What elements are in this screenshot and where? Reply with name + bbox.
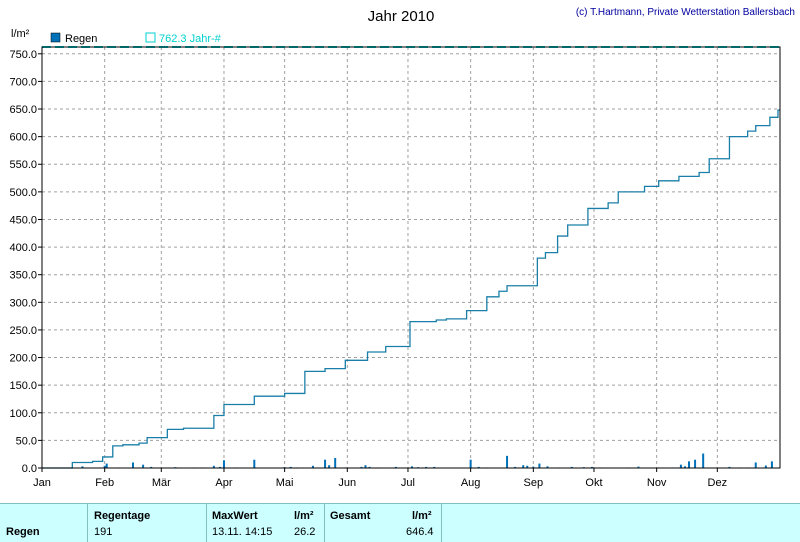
y-tick-label: 700.0 xyxy=(9,76,37,88)
gesamt-unit: l/m² xyxy=(412,510,432,522)
legend-jahr-swatch xyxy=(145,32,156,43)
y-tick-label: 500.0 xyxy=(9,187,37,199)
y-tick-label: 0.0 xyxy=(22,463,37,475)
plot-area xyxy=(41,46,781,469)
x-tick-labels: Jan Feb Mär Apr Mai Jun Jul Aug Sep Okt Nov Dez xyxy=(33,468,727,489)
y-tick-label: 50.0 xyxy=(16,435,37,447)
gesamt-label: Gesamt xyxy=(330,510,371,522)
x-tick-label: Apr xyxy=(215,477,232,489)
daily-rain-bar xyxy=(360,466,363,468)
daily-rain-bar xyxy=(764,465,767,468)
daily-rain-bar xyxy=(328,465,331,468)
x-tick-label: Mai xyxy=(276,477,294,489)
daily-rain-bar xyxy=(81,466,84,468)
y-tick-label: 550.0 xyxy=(9,159,37,171)
daily-rain-bar xyxy=(142,464,145,468)
daily-rain-bar xyxy=(425,466,428,468)
maxwert-date: 13.11. 14:15 xyxy=(212,526,273,538)
y-tick-labels: 0.0 50.0 100.0 150.0 200.0 250.0 300.0 350.0 400… xyxy=(9,49,42,475)
stats-divider xyxy=(206,504,207,542)
daily-rain-bar xyxy=(514,466,517,468)
grid xyxy=(42,47,780,468)
daily-rain-bar xyxy=(218,466,221,468)
daily-rain-bar xyxy=(334,458,337,468)
y-tick-label: 350.0 xyxy=(9,270,37,282)
x-tick-label: Aug xyxy=(461,477,481,489)
stats-row-label: Regen xyxy=(6,526,40,538)
y-tick-label: 150.0 xyxy=(9,380,37,392)
daily-rain-bar xyxy=(694,459,697,468)
rain-chart: Jahr 2010 (c) T.Hartmann, Private Wetter… xyxy=(9,7,795,489)
daily-rain-bar xyxy=(222,460,225,468)
regentage-value: 191 xyxy=(94,526,113,538)
daily-rain-bar xyxy=(289,466,292,468)
daily-rain-bar xyxy=(105,463,108,468)
daily-rain-bar xyxy=(469,459,472,468)
daily-rain-bar xyxy=(702,453,705,468)
daily-rain-bar xyxy=(590,466,593,468)
regentage-label: Regentage xyxy=(94,510,151,522)
legend-regen-label: Regen xyxy=(65,33,97,45)
daily-rain-bar xyxy=(324,459,327,468)
x-tick-label: Nov xyxy=(647,477,667,489)
daily-rain-bar xyxy=(688,461,691,468)
x-tick-label: Okt xyxy=(585,477,602,489)
stats-divider xyxy=(324,504,325,542)
y-tick-label: 450.0 xyxy=(9,214,37,226)
daily-rain-bar xyxy=(728,466,731,468)
daily-rain-bar xyxy=(394,466,397,468)
copyright-text: (c) T.Hartmann, Private Wetterstation Ba… xyxy=(576,7,795,18)
daily-rain-bar xyxy=(770,461,773,468)
cumulative-rain-line xyxy=(42,109,780,469)
maxwert-value: 26.2 xyxy=(294,526,316,538)
daily-rain-bar xyxy=(526,465,529,468)
daily-rain-bar xyxy=(103,465,106,468)
maxwert-label: MaxWert xyxy=(212,510,258,522)
legend-jahr-label: 762.3 Jahr-# xyxy=(159,33,222,45)
x-tick-label: Mär xyxy=(152,477,171,489)
y-tick-label: 200.0 xyxy=(9,353,37,365)
y-tick-label: 250.0 xyxy=(9,325,37,337)
stats-panel: Regen Regentage 191 MaxWert l/m² 13.11. … xyxy=(0,503,800,542)
y-axis-unit: l/m² xyxy=(11,28,30,40)
x-tick-label: Jul xyxy=(401,477,415,489)
y-tick-label: 300.0 xyxy=(9,297,37,309)
daily-rain-bar xyxy=(637,466,640,468)
daily-rain-bar xyxy=(364,465,367,468)
x-tick-label: Dez xyxy=(708,477,728,489)
x-tick-label: Jan xyxy=(33,477,51,489)
daily-rain-bar xyxy=(683,466,686,468)
chart-title: Jahr 2010 xyxy=(368,8,435,25)
daily-rain-bar xyxy=(477,466,480,468)
daily-rain-bar xyxy=(311,465,314,468)
daily-rain-bar xyxy=(212,465,215,468)
daily-rain-bar xyxy=(546,466,549,468)
daily-rain-bar xyxy=(538,463,541,468)
x-tick-label: Sep xyxy=(524,477,544,489)
daily-rain-bar xyxy=(131,462,134,468)
stats-divider xyxy=(441,504,442,542)
daily-rain-bar xyxy=(411,466,414,468)
y-tick-label: 600.0 xyxy=(9,132,37,144)
y-tick-label: 400.0 xyxy=(9,242,37,254)
daily-rain-bar xyxy=(522,465,525,468)
y-tick-label: 100.0 xyxy=(9,408,37,420)
legend-regen-swatch xyxy=(50,32,61,43)
y-tick-label: 650.0 xyxy=(9,104,37,116)
gesamt-value: 646.4 xyxy=(406,526,434,538)
stats-divider xyxy=(87,504,88,542)
y-tick-label: 750.0 xyxy=(9,49,37,61)
daily-rain-bar xyxy=(506,455,509,468)
daily-rain-bar xyxy=(754,462,757,468)
daily-rain-bar xyxy=(253,459,256,468)
x-tick-label: Jun xyxy=(338,477,356,489)
daily-rain-bar xyxy=(679,464,682,468)
maxwert-unit: l/m² xyxy=(294,510,314,522)
daily-rain-bar xyxy=(570,466,573,468)
daily-rain-bar xyxy=(433,466,436,468)
daily-rain-bar xyxy=(368,466,371,468)
daily-rain-bar xyxy=(532,466,535,468)
x-tick-label: Feb xyxy=(95,477,114,489)
daily-rain-bar xyxy=(150,466,153,468)
